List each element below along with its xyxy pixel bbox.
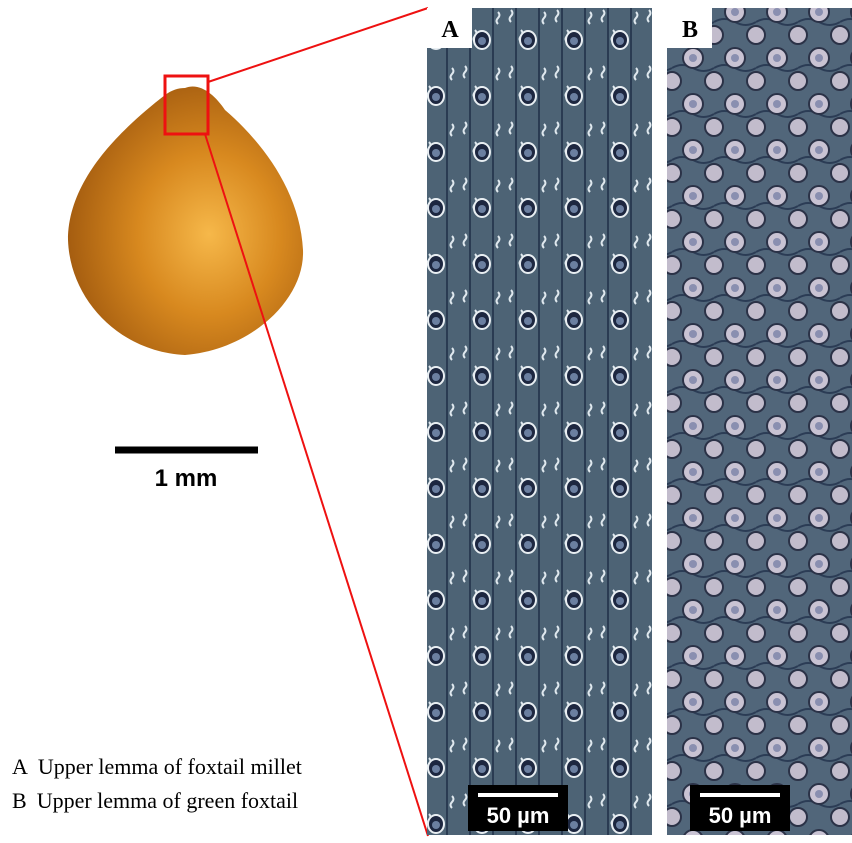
legend-text: Upper lemma of foxtail millet	[38, 754, 302, 779]
scale-box	[690, 785, 790, 831]
micrograph	[427, 8, 652, 835]
panel-label: B	[682, 17, 698, 43]
seed	[68, 86, 304, 356]
zoom-line	[204, 133, 429, 837]
zoom-line	[207, 7, 429, 83]
scale-label: 50 µm	[487, 803, 550, 828]
scale-label: 50 µm	[709, 803, 772, 828]
scale-label: 1 mm	[155, 465, 218, 492]
legend-text: Upper lemma of green foxtail	[37, 788, 298, 813]
legend-key: A	[12, 754, 28, 779]
legend-entry: B Upper lemma of green foxtail	[12, 788, 298, 813]
legend-entry: A Upper lemma of foxtail millet	[12, 754, 302, 779]
micrograph	[667, 8, 852, 835]
scale-box	[468, 785, 568, 831]
zoom-box	[163, 74, 210, 136]
panel-label: A	[441, 17, 459, 43]
label-box	[667, 8, 712, 48]
label-box	[427, 8, 472, 48]
legend-key: B	[12, 788, 27, 813]
